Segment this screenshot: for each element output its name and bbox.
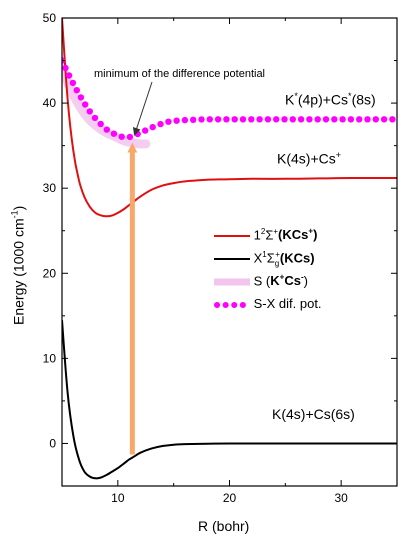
difference-dot [231,116,238,123]
difference-dot [372,116,379,123]
difference-dot [314,116,321,123]
legend-item-s-state: S (K+Cs-) [214,273,308,288]
difference-dot [110,130,118,137]
difference-dot [103,126,111,133]
difference-dot [62,64,69,72]
x-tick-label: 30 [334,491,348,505]
difference-dot [86,108,94,115]
difference-dot [206,116,213,123]
asymptote-label-excited: K*(4p)+Cs*(8s) [285,91,376,108]
difference-dot [223,116,230,123]
difference-dot [289,116,296,123]
x-tick-label: 10 [111,491,125,505]
series-dots-sx-difference [62,57,396,141]
asymptote-label-ionic: K(4s)+Cs+ [277,150,341,167]
difference-dot [389,116,396,123]
difference-dot [331,116,338,123]
legend-swatch-magenta-dots [214,301,253,308]
difference-dot [142,127,149,134]
y-tick-label: 50 [43,11,57,25]
legend-item-kcs-ion: 12Σ+(KCs+) [214,227,317,242]
difference-dot [65,72,73,79]
difference-dot [214,116,222,123]
y-axis-label: Energy (1000 cm-1) [9,205,27,325]
legend-item-sx-difference: S-X dif. pot. [214,296,322,311]
difference-dot [256,116,263,123]
y-tick-label: 10 [43,351,57,365]
series-line-kcs-ground [62,320,397,480]
legend-swatch-red-line [214,234,250,237]
x-axis-label: R (bohr) [198,518,250,534]
difference-dot [364,116,371,123]
difference-dot [380,116,388,123]
difference-dot [281,116,288,123]
difference-dot [181,116,189,124]
legend-swatch-black-line [214,257,250,260]
difference-dot [73,87,81,94]
difference-dot [157,120,164,128]
difference-dot [264,116,272,123]
difference-dot [149,123,156,131]
annotation-pointer [132,81,153,136]
difference-dot [356,116,363,123]
series-line-kcs-ion [62,18,397,218]
difference-dot [322,116,330,123]
difference-dot [190,116,197,124]
y-tick-label: 0 [49,436,56,450]
difference-dot [82,101,89,108]
difference-dot [97,120,104,128]
difference-dot [347,116,355,123]
difference-dot [118,133,125,140]
difference-dot [77,94,85,101]
difference-dot [165,118,172,125]
difference-dot [198,116,205,123]
asymptote-label-ground: K(4s)+Cs(6s) [272,406,355,422]
difference-dot [91,114,99,122]
y-tick-label: 30 [43,181,57,195]
legend-swatch-pink-band [214,278,250,286]
difference-dot [339,116,346,123]
difference-dot [239,116,247,123]
difference-dot [126,133,134,141]
y-tick-label: 20 [43,266,57,280]
difference-dot [69,79,77,87]
legend-item-kcs-ground: X1Σg+(KCs) [214,250,315,268]
difference-dot [297,116,305,123]
y-tick-label: 40 [43,96,57,110]
difference-dot [248,116,255,123]
x-tick-label: 20 [223,491,237,505]
difference-dot [306,116,313,123]
difference-dot [173,117,180,124]
difference-dot [273,116,280,123]
minimum-annotation: minimum of the difference potential [94,68,265,80]
